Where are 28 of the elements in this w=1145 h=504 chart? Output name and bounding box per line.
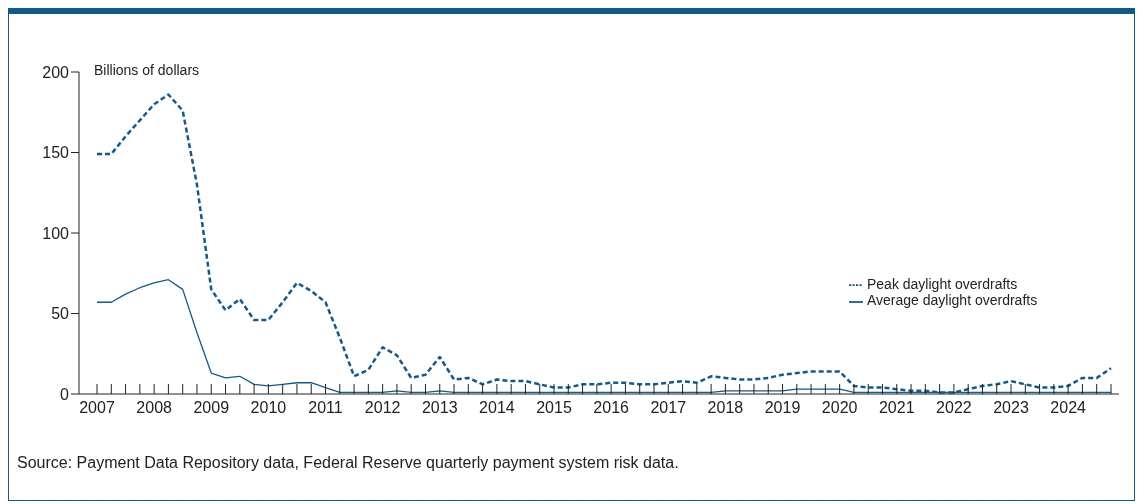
x-tick-label: 2009 [193,399,230,417]
x-tick-label: 2017 [650,399,687,417]
y-tick-label: 0 [60,385,70,403]
x-tick-label: 2019 [764,399,801,417]
x-tick-label: 2013 [421,399,458,417]
y-axis-title: Billions of dollars [94,61,200,78]
x-tick-label: 2011 [308,399,343,417]
x-tick-label: 2016 [593,399,630,417]
x-tick-label: 2007 [79,399,115,417]
source-note: Source: Payment Data Repository data, Federal Reserve quarterly payment system risk data. [17,454,679,472]
x-tick-label: 2010 [250,399,287,417]
x-tick-label: 2014 [479,399,515,417]
y-tick-label: 50 [51,305,70,323]
x-tick-label: 2021 [878,399,915,417]
x-tick-label: 2015 [536,399,572,417]
x-tick-label: 2020 [821,399,858,417]
x-tick-label: 2024 [1050,399,1087,417]
y-tick-label: 150 [42,144,70,162]
x-tick-label: 2022 [936,399,972,417]
x-tick-label: 2018 [707,399,744,417]
x-tick-label: 2008 [136,399,173,417]
y-tick-label: 100 [42,224,70,242]
legend-label: Peak daylight overdrafts [867,276,1018,292]
x-tick-label: 2023 [993,399,1029,417]
x-tick-label: 2012 [364,399,401,417]
y-tick-label: 200 [42,63,70,81]
legend-label: Average daylight overdrafts [867,292,1038,309]
line-series [95,93,1113,394]
